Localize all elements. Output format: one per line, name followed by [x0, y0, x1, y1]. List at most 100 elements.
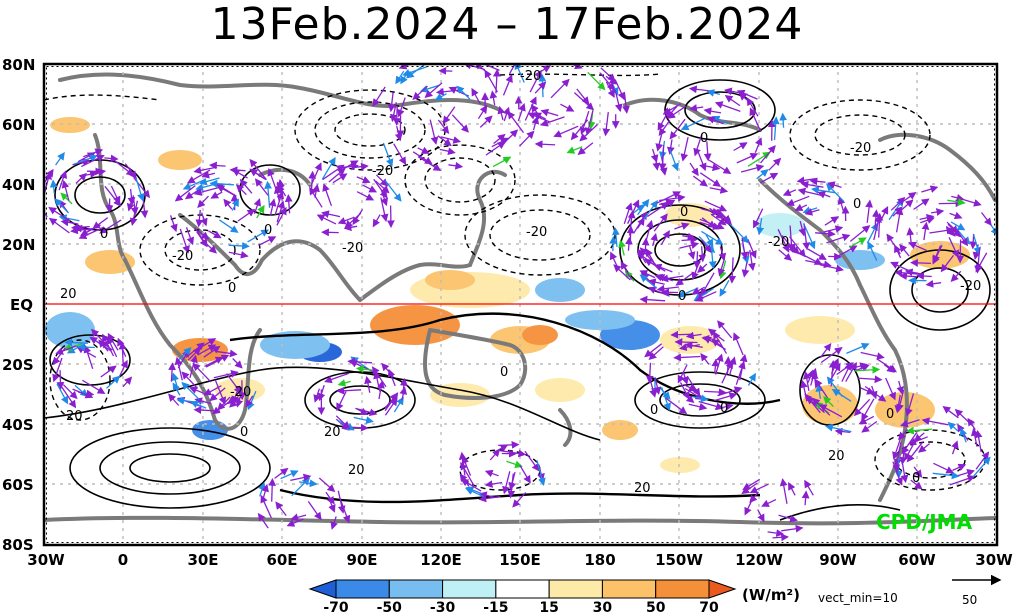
wind-vector	[703, 336, 727, 350]
wind-vector	[48, 217, 70, 234]
wind-vector	[181, 381, 200, 400]
wind-vector	[800, 180, 824, 189]
wind-vector	[337, 216, 355, 225]
wind-vector	[688, 402, 708, 411]
wind-vector	[680, 136, 689, 162]
wind-vector	[49, 179, 58, 194]
contour-label: -20	[526, 225, 547, 240]
wind-vector	[711, 358, 720, 373]
wind-vector	[947, 421, 959, 432]
wind-vector	[648, 346, 664, 360]
wind-vector	[639, 274, 658, 289]
wind-vector	[693, 251, 701, 269]
wind-vector	[906, 426, 932, 435]
wind-vector	[694, 291, 717, 302]
contour-labels: -20 -20 -20 -20 -20 -20 -20 20 0 0 0 0 0…	[60, 69, 981, 496]
wind-vector	[674, 222, 690, 230]
wind-vector	[733, 142, 748, 152]
wind-vector	[174, 356, 183, 381]
wind-vector	[66, 346, 80, 354]
wind-vector	[434, 93, 447, 101]
wind-vector	[967, 417, 976, 431]
wind-vector	[854, 365, 881, 374]
wind-vector	[492, 156, 512, 168]
wind-vector	[104, 154, 119, 163]
wind-vector	[205, 354, 230, 368]
wind-vector	[268, 198, 277, 216]
wind-vector	[228, 250, 249, 259]
wind-vector	[372, 214, 381, 228]
wind-vector	[740, 164, 765, 173]
contour-label: 0	[912, 471, 920, 486]
wind-vector	[828, 252, 842, 261]
wind-vector	[925, 279, 942, 288]
wind-vector	[749, 483, 769, 494]
wind-vector	[645, 219, 654, 241]
wind-vector	[879, 206, 889, 223]
wind-vector	[387, 368, 396, 387]
wind-vector	[626, 225, 635, 245]
wind-vector	[352, 209, 364, 226]
wind-vector	[448, 161, 464, 170]
wind-vector	[908, 241, 927, 252]
wind-vector	[424, 82, 443, 98]
wind-vector	[817, 191, 831, 199]
wind-vector	[258, 236, 277, 246]
wind-vector	[890, 196, 906, 211]
contour-label: 0	[264, 223, 272, 238]
wind-vector	[498, 440, 520, 449]
wind-vector	[643, 200, 658, 220]
contour-label: 20	[324, 425, 341, 440]
wind-vector	[540, 116, 565, 127]
wind-vector	[56, 370, 65, 390]
wind-vector	[231, 198, 239, 211]
wind-vector	[389, 102, 398, 123]
map-border	[42, 62, 999, 547]
wind-vector	[899, 243, 910, 257]
wind-vector	[625, 236, 633, 251]
wind-vector	[736, 89, 758, 100]
wind-vector	[587, 71, 606, 91]
contour-label: 20	[634, 481, 651, 496]
wind-vector	[900, 419, 920, 428]
wind-vector	[209, 387, 226, 402]
wind-vector	[691, 394, 709, 403]
contour-label: -20	[372, 164, 393, 179]
contour-label: -20	[172, 249, 193, 264]
wind-vector	[61, 180, 70, 201]
wind-vector	[861, 398, 875, 422]
wind-vector	[577, 142, 594, 156]
wind-vector	[916, 272, 932, 280]
wind-vector	[811, 186, 836, 194]
wind-vector	[318, 477, 336, 493]
colorbar-tick-label: 30	[593, 600, 613, 612]
wind-vector	[717, 386, 743, 397]
wind-vector	[801, 490, 810, 506]
wind-vector	[605, 81, 615, 99]
contour-label: -20	[850, 141, 871, 156]
wind-vector	[698, 400, 724, 411]
colorbar-tick-label: 70	[699, 600, 719, 612]
colorbar-swatch	[655, 579, 710, 599]
wind-vector	[804, 479, 814, 496]
wind-vector	[806, 369, 815, 383]
wind-vector	[353, 416, 374, 424]
wind-vector	[336, 386, 362, 395]
wind-vector	[197, 230, 210, 240]
wind-vector	[698, 246, 707, 263]
wind-vector	[485, 141, 506, 156]
wind-vector	[299, 479, 318, 488]
wind-vector	[975, 451, 990, 470]
wind-vector	[703, 141, 712, 162]
wind-vector	[458, 451, 467, 476]
wind-vector	[714, 101, 741, 113]
contour-label: 0	[228, 281, 236, 296]
wind-vector	[524, 96, 537, 121]
wind-vector	[256, 204, 265, 219]
wind-vector	[534, 140, 556, 149]
wind-vector	[786, 242, 800, 255]
wind-vector	[245, 395, 254, 408]
wind-vector	[749, 107, 762, 133]
wind-vector	[309, 186, 323, 208]
wind-vector	[660, 229, 670, 246]
